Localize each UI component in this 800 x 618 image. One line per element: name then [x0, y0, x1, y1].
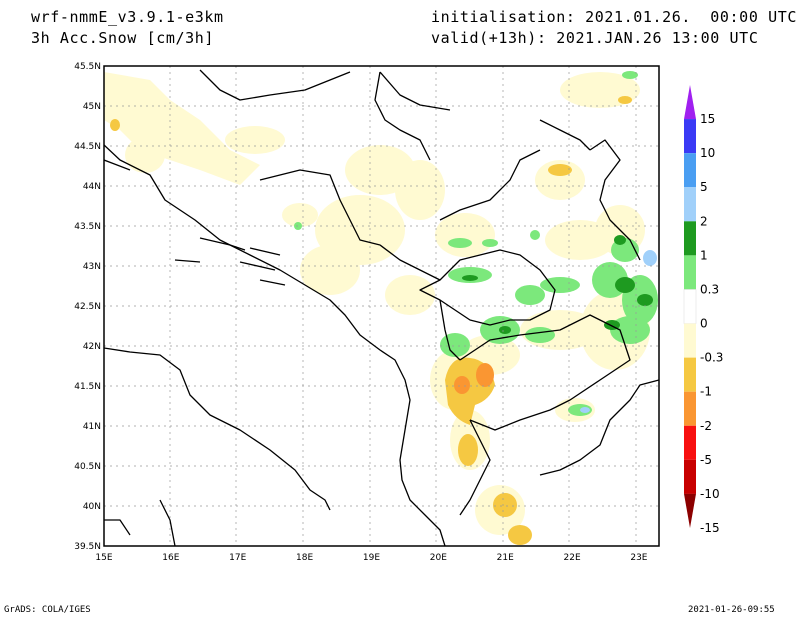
lon-axis: 15E 16E 17E 18E 19E 20E 21E 22E 23E	[95, 553, 647, 563]
lat-tick-label: 41N	[83, 422, 101, 432]
colorbar-segment	[684, 357, 696, 392]
colorbar-segment	[684, 221, 696, 256]
colorbar-label: -10	[700, 487, 720, 501]
model-name: wrf-nmmE_v3.9.1-e3km	[31, 8, 224, 26]
colorbar-label: 2	[700, 214, 708, 228]
lon-tick-label: 22E	[564, 553, 581, 563]
colorbar-label: 1	[700, 248, 708, 262]
colorbar-segment	[683, 289, 697, 324]
lon-tick-label: 17E	[229, 553, 246, 563]
lon-tick-label: 16E	[162, 553, 179, 563]
lat-tick-label: 42N	[83, 342, 101, 352]
valid-time: valid(+13h): 2021.JAN.26 13:00 UTC	[431, 29, 759, 47]
lat-tick-label: 42.5N	[74, 302, 101, 312]
footer-credit: GrADS: COLA/IGES	[4, 605, 91, 615]
colorbar-segment	[684, 85, 696, 120]
colorbar-label: 0	[700, 317, 708, 331]
colorbar-label: 10	[700, 146, 715, 160]
colorbar-label: -15	[700, 521, 720, 535]
lat-tick-label: 40N	[83, 502, 101, 512]
colorbar-label: -2	[700, 419, 712, 433]
colorbar-label: 15	[700, 112, 715, 126]
lon-tick-label: 15E	[95, 553, 112, 563]
init-time: initialisation: 2021.01.26. 00:00 UTC	[431, 8, 797, 26]
colorbar-label: -1	[700, 385, 712, 399]
field-title: 3h Acc.Snow [cm/3h]	[31, 29, 214, 47]
lon-tick-label: 18E	[296, 553, 313, 563]
colorbar-segment	[684, 459, 696, 494]
colorbar-segment	[684, 153, 696, 188]
lat-tick-label: 44.5N	[74, 142, 101, 152]
lon-tick-label: 23E	[630, 553, 647, 563]
lat-tick-label: 39.5N	[74, 542, 101, 552]
colorbar-segment	[684, 323, 696, 358]
colorbar-segment	[684, 425, 696, 460]
footer-timestamp: 2021-01-26-09:55	[688, 605, 775, 615]
colorbar-label: 5	[700, 180, 708, 194]
colorbar-segment	[684, 119, 696, 154]
lon-tick-label: 19E	[363, 553, 380, 563]
colorbar-label: 0.3	[700, 282, 719, 296]
lon-tick-label: 21E	[497, 553, 514, 563]
lat-tick-label: 43N	[83, 262, 101, 272]
colorbar-segment	[684, 493, 696, 528]
lon-tick-label: 20E	[430, 553, 447, 563]
colorbar-segment	[684, 187, 696, 222]
lat-tick-label: 40.5N	[74, 462, 101, 472]
snow-field	[104, 66, 659, 546]
lat-tick-label: 45.5N	[74, 62, 101, 72]
colorbar-label: -5	[700, 453, 712, 467]
colorbar-segment	[684, 391, 696, 426]
colorbar-label: -0.3	[700, 351, 723, 365]
lat-tick-label: 44N	[83, 182, 101, 192]
lat-tick-label: 43.5N	[74, 222, 101, 232]
colorbar: 15 10 5 2 1 0.3 0 -0.3 -1 -2 -5 -10 -15	[683, 85, 723, 535]
lat-axis: 45.5N 45N 44.5N 44N 43.5N 43N 42.5N 42N 41.5N 41N…	[74, 62, 101, 552]
lat-tick-label: 41.5N	[74, 382, 101, 392]
colorbar-segment	[684, 255, 696, 290]
lat-tick-label: 45N	[83, 102, 101, 112]
plot-frame	[103, 65, 660, 547]
